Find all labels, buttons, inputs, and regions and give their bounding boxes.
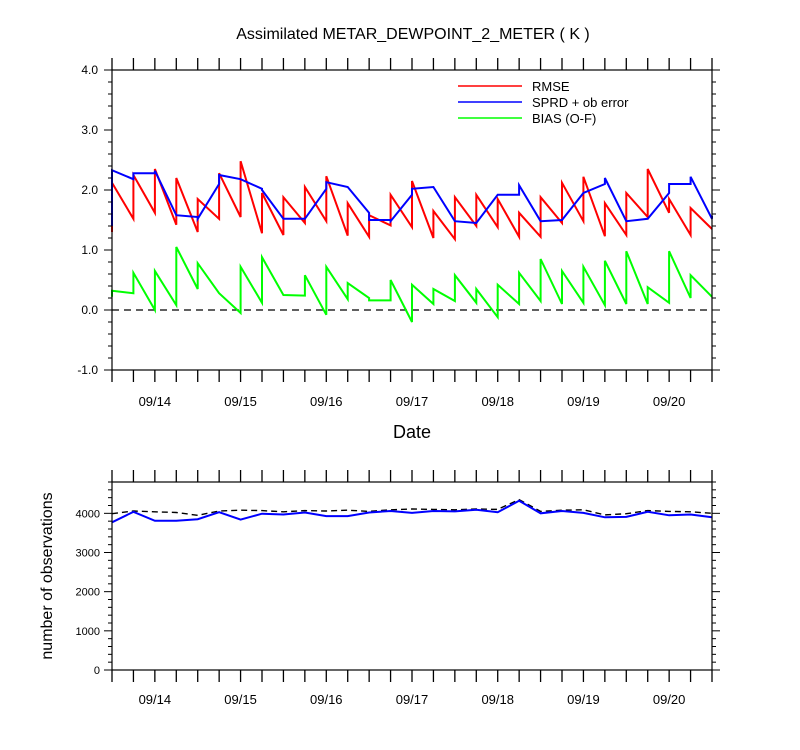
top-ticks [104, 58, 720, 382]
bottom-x-tick-labels: 09/14 09/15 09/16 09/17 09/18 09/19 09/20 [139, 692, 686, 707]
top-x-tick-label: 09/16 [310, 394, 343, 409]
legend-label: BIAS (O-F) [532, 111, 596, 126]
bottom-y-tick-labels: 0 1000 2000 3000 4000 [76, 508, 100, 677]
bottom-x-tick-label: 09/14 [139, 692, 172, 707]
top-y-tick-labels: -1.0 0.0 1.0 2.0 3.0 4.0 [77, 63, 98, 377]
top-y-tick-label: 3.0 [81, 123, 98, 137]
bottom-x-tick-label: 09/15 [224, 692, 257, 707]
bottom-y-tick-label: 1000 [76, 626, 100, 638]
series-line-1 [111, 160, 713, 243]
top-chart: -1.0 0.0 1.0 2.0 3.0 4.0 09/14 09/15 09/16 09/17… [77, 58, 720, 442]
bottom-y-tick-label: 2000 [76, 587, 100, 599]
top-x-tick-label: 09/14 [139, 394, 172, 409]
bottom-x-tick-label: 09/18 [481, 692, 514, 707]
top-x-tick-labels: 09/14 09/15 09/16 09/17 09/18 09/19 09/20 [139, 394, 686, 409]
chart-title: Assimilated METAR_DEWPOINT_2_METER ( K ) [236, 26, 590, 43]
bottom-ticks [104, 470, 720, 682]
top-x-axis-label: Date [393, 422, 431, 442]
bottom-plot-frame [111, 481, 713, 671]
bottom-y-tick-label: 0 [94, 665, 100, 677]
top-x-tick-label: 09/19 [567, 394, 600, 409]
bottom-y-tick-label: 4000 [76, 508, 100, 520]
top-y-tick-label: 0.0 [81, 303, 98, 317]
obs-possible-line [111, 498, 713, 517]
top-x-tick-label: 09/17 [396, 394, 429, 409]
legend-label: RMSE [532, 79, 570, 94]
bottom-y-tick-label: 3000 [76, 548, 100, 560]
series-line-3 [111, 246, 713, 323]
top-x-tick-label: 09/18 [481, 394, 514, 409]
bottom-y-axis-label: number of observations [39, 492, 56, 659]
top-x-tick-label: 09/20 [653, 394, 686, 409]
top-y-tick-label: 2.0 [81, 183, 98, 197]
bottom-series [111, 498, 713, 524]
top-x-tick-label: 09/15 [224, 394, 257, 409]
top-y-tick-label: 1.0 [81, 243, 98, 257]
bottom-x-tick-label: 09/16 [310, 692, 343, 707]
legend-label: SPRD + ob error [532, 95, 629, 110]
bottom-x-tick-label: 09/17 [396, 692, 429, 707]
top-y-tick-label: 4.0 [81, 63, 98, 77]
obs-assimilated-line [111, 499, 713, 524]
bottom-x-tick-label: 09/19 [567, 692, 600, 707]
series-line-2 [111, 168, 713, 226]
top-y-tick-label: -1.0 [77, 363, 98, 377]
bottom-x-tick-label: 09/20 [653, 692, 686, 707]
top-series [111, 160, 713, 323]
